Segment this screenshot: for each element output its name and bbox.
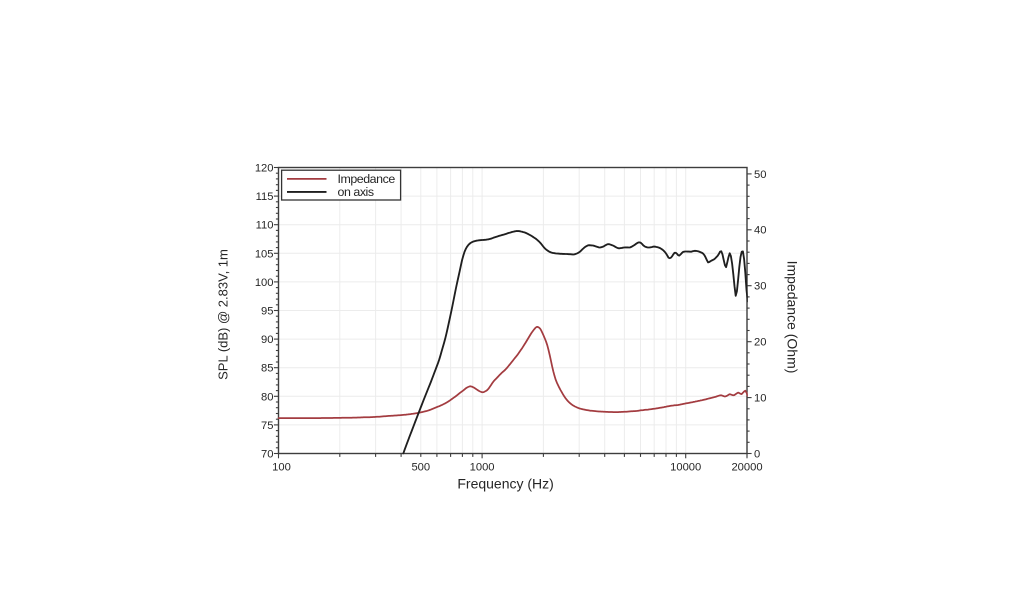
svg-text:80: 80 [261,391,273,403]
svg-text:110: 110 [256,220,274,232]
svg-text:115: 115 [256,191,274,203]
svg-text:105: 105 [255,248,274,260]
svg-text:Impedance (Ohm): Impedance (Ohm) [785,261,801,374]
svg-text:100: 100 [255,277,274,289]
svg-text:0: 0 [754,448,760,460]
svg-text:50: 50 [754,169,766,181]
svg-text:75: 75 [261,420,273,432]
svg-text:20000: 20000 [731,462,762,474]
svg-text:on axis: on axis [338,185,374,199]
svg-text:500: 500 [411,462,430,474]
svg-text:120: 120 [255,163,274,175]
svg-text:10: 10 [754,393,766,405]
svg-text:SPL (dB) @ 2.83V, 1m: SPL (dB) @ 2.83V, 1m [216,249,231,380]
svg-text:Frequency (Hz): Frequency (Hz) [457,476,553,492]
svg-text:30: 30 [754,281,766,293]
svg-text:Impedance: Impedance [338,172,396,186]
svg-text:100: 100 [272,462,291,474]
svg-text:10000: 10000 [670,462,701,474]
svg-text:20: 20 [754,337,766,349]
svg-text:95: 95 [261,306,273,318]
svg-text:85: 85 [261,363,273,375]
svg-text:1000: 1000 [470,462,495,474]
svg-text:70: 70 [261,449,273,461]
svg-text:40: 40 [754,225,766,237]
svg-text:90: 90 [261,334,273,346]
